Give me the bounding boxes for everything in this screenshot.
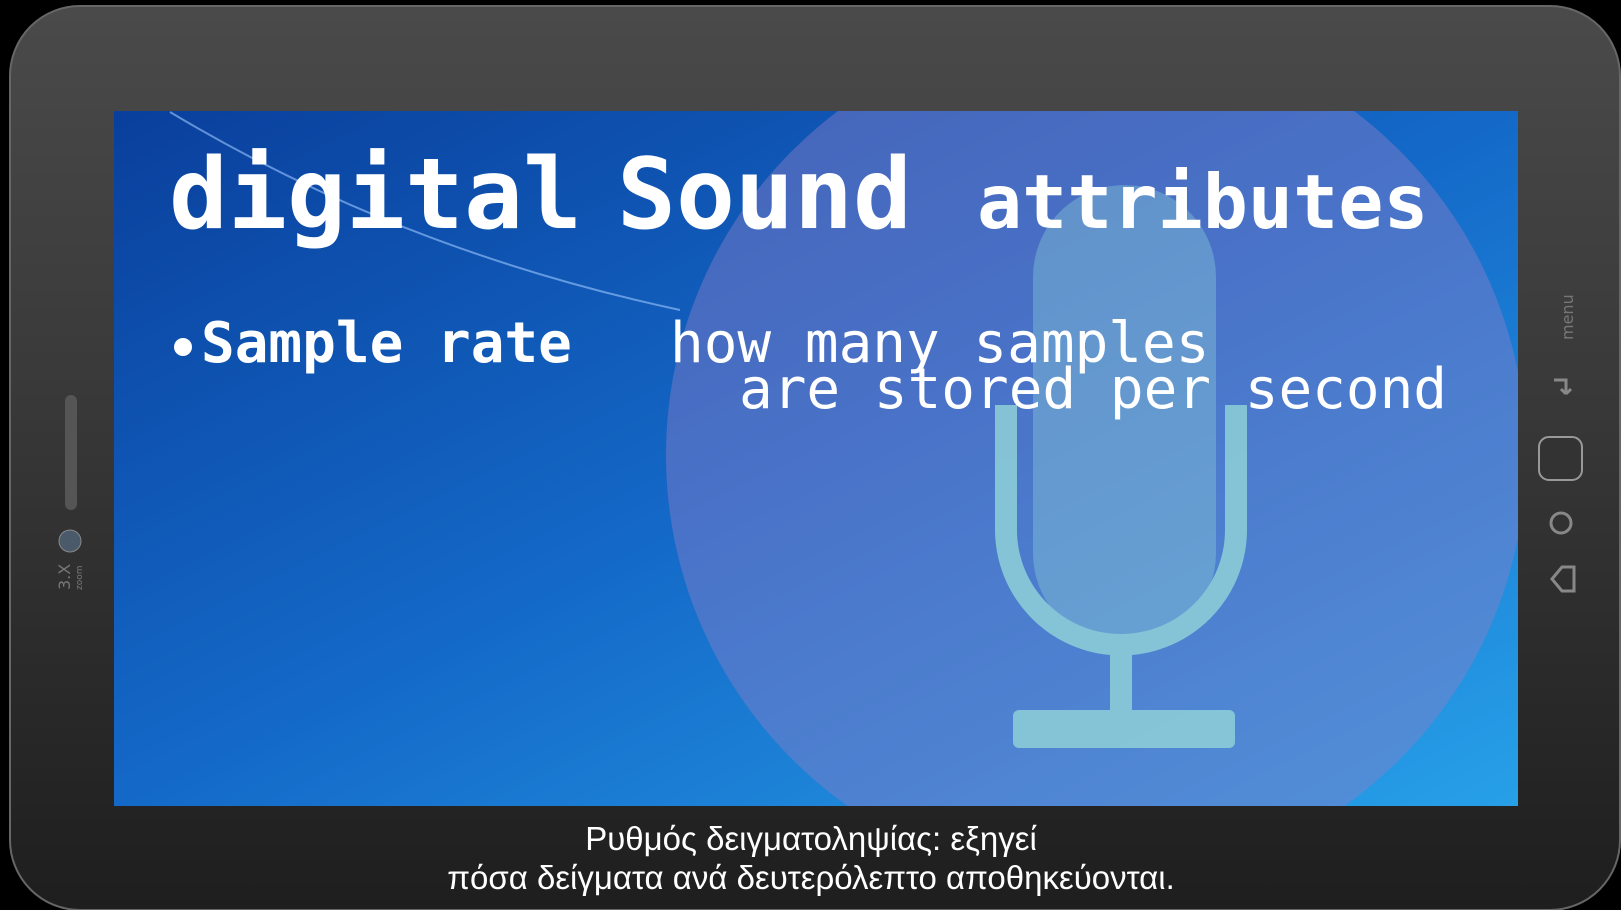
title-word: attributes	[977, 158, 1429, 246]
bullet-definition: are stored per second	[739, 357, 1447, 422]
camera	[59, 530, 81, 552]
bullet-term: Sample rate	[201, 311, 572, 376]
screen: digital Sound attributes Sample rate how…	[0, 0, 1621, 910]
title-word: Sound	[617, 138, 912, 252]
speaker-grille	[65, 395, 77, 510]
subtitle-line: Ρυθμός δειγματοληψίας: εξηγεί	[585, 820, 1037, 857]
menu-label: menu	[1558, 294, 1577, 340]
home-button[interactable]	[1539, 437, 1582, 480]
zoom-label: 3.X	[55, 564, 74, 590]
title-word: digital	[169, 138, 582, 252]
zoom-caption: zoom	[75, 565, 85, 590]
bullet-dot	[174, 338, 192, 356]
subtitle-line: πόσα δείγματα ανά δευτερόλεπτο αποθηκεύο…	[447, 859, 1175, 896]
